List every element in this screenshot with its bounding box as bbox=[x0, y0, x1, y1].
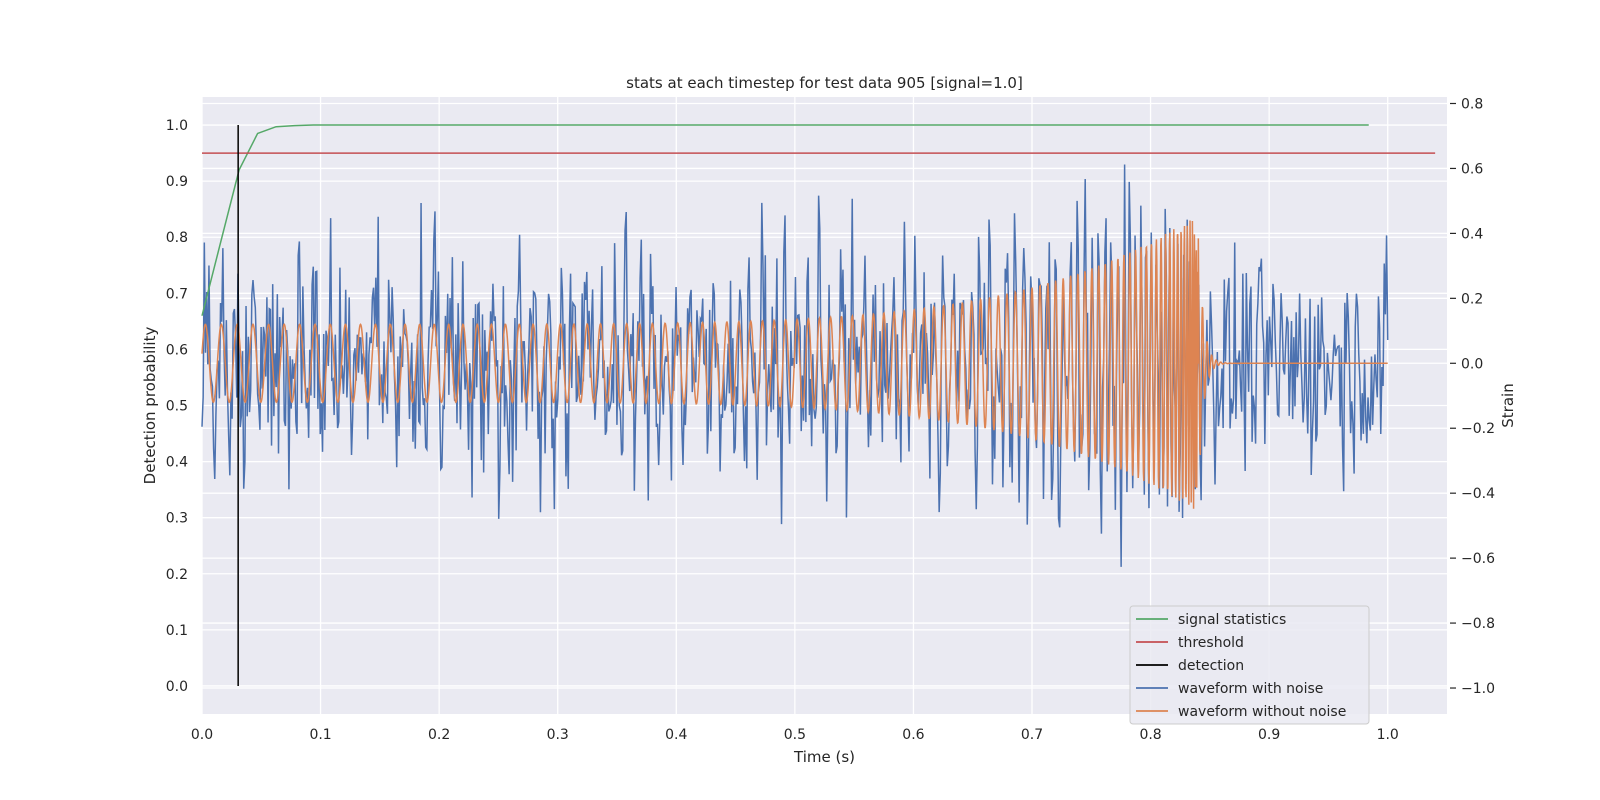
line-waveform-without-noise bbox=[201, 220, 1388, 509]
left-y-axis-ticks: 0.0 0.1 0.2 0.3 0.4 0.5 0.6 0.7 0.8 0.9 1.0 bbox=[166, 118, 188, 695]
x-tick-label: 0.7 bbox=[1021, 727, 1043, 743]
left-y-tick-label: 1.0 bbox=[166, 118, 188, 134]
x-tick-label: 0.1 bbox=[309, 727, 331, 743]
right-y-tick-label: 0.0 bbox=[1461, 356, 1483, 372]
left-y-tick-label: 0.4 bbox=[166, 455, 188, 471]
legend: signal statistics threshold detection wavef… bbox=[1129, 605, 1370, 725]
right-y-axis-label: Strain bbox=[1499, 383, 1517, 427]
right-y-tick-label: 0.6 bbox=[1461, 161, 1483, 177]
legend-label: detection bbox=[1178, 658, 1244, 674]
left-y-tick-label: 0.5 bbox=[166, 399, 188, 415]
x-axis-label: Time (s) bbox=[793, 748, 855, 766]
line-signal-statistics bbox=[201, 124, 1369, 316]
x-tick-label: 0.3 bbox=[547, 727, 569, 743]
legend-label: waveform with noise bbox=[1178, 681, 1323, 697]
right-y-tick-label: −0.2 bbox=[1461, 421, 1495, 437]
right-y-tick-label: −0.6 bbox=[1461, 551, 1495, 567]
left-y-tick-label: 0.3 bbox=[166, 511, 188, 527]
left-y-tick-label: 0.0 bbox=[166, 679, 188, 695]
left-y-tick-label: 0.1 bbox=[166, 623, 188, 639]
x-tick-label: 0.0 bbox=[191, 727, 213, 743]
series-waveform-without-noise bbox=[201, 220, 1388, 509]
left-y-tick-label: 0.6 bbox=[166, 342, 188, 358]
right-y-tick-label: −1.0 bbox=[1461, 681, 1495, 697]
legend-label: threshold bbox=[1178, 635, 1244, 651]
x-tick-label: 0.8 bbox=[1139, 727, 1161, 743]
x-tick-label: 0.5 bbox=[784, 727, 806, 743]
left-y-tick-label: 0.2 bbox=[166, 567, 188, 583]
right-y-axis-ticks: 0.8 0.6 0.4 0.2 0.0 −0.2 −0.4 −0.6 −0.8 −1.0 bbox=[1450, 96, 1495, 697]
right-y-tick-label: −0.8 bbox=[1461, 616, 1495, 632]
right-y-tick-label: 0.4 bbox=[1461, 226, 1483, 242]
right-y-tick-label: 0.2 bbox=[1461, 291, 1483, 307]
left-axis-series bbox=[201, 124, 1436, 686]
x-tick-label: 0.4 bbox=[665, 727, 687, 743]
x-tick-label: 0.9 bbox=[1258, 727, 1280, 743]
legend-label: signal statistics bbox=[1178, 612, 1286, 628]
legend-label: waveform without noise bbox=[1178, 704, 1346, 720]
x-tick-label: 0.2 bbox=[428, 727, 450, 743]
left-y-tick-label: 0.8 bbox=[166, 230, 188, 246]
left-y-tick-label: 0.9 bbox=[166, 174, 188, 190]
left-y-tick-label: 0.7 bbox=[166, 286, 188, 302]
chart-title: stats at each timestep for test data 905… bbox=[626, 74, 1023, 92]
right-y-tick-label: 0.8 bbox=[1461, 96, 1483, 112]
right-y-tick-label: −0.4 bbox=[1461, 486, 1495, 502]
x-axis-ticks: 0.0 0.1 0.2 0.3 0.4 0.5 0.6 0.7 0.8 0.9 1.0 bbox=[191, 727, 1399, 743]
left-y-axis-label: Detection probability bbox=[141, 327, 159, 485]
x-tick-label: 0.6 bbox=[902, 727, 924, 743]
legend-box bbox=[1129, 605, 1370, 725]
x-tick-label: 1.0 bbox=[1377, 727, 1399, 743]
